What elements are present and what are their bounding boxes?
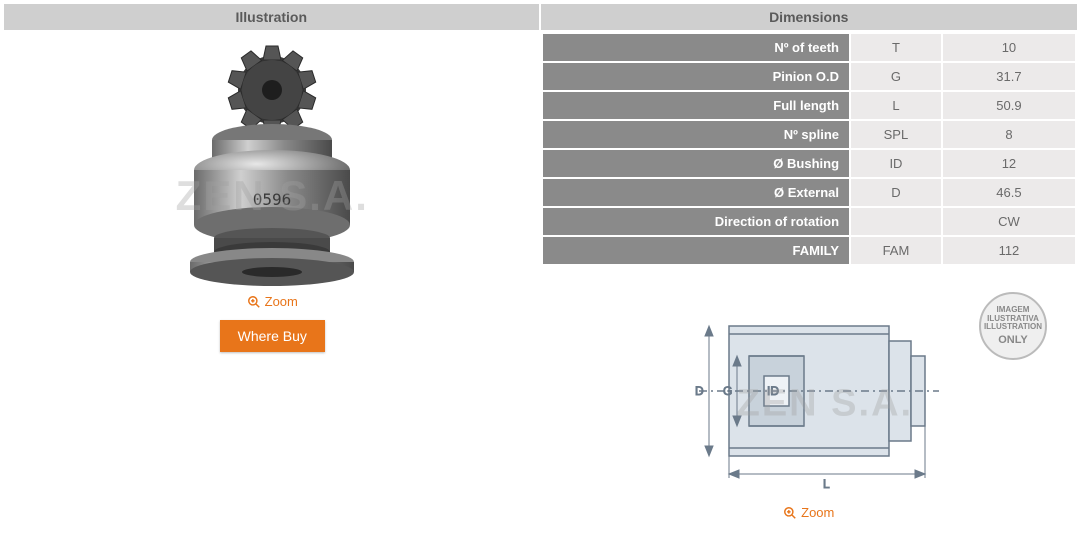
dim-symbol [851,208,941,235]
table-row: Nº of teethT10 [543,34,1076,61]
zoom-label: Zoom [801,505,834,520]
dim-symbol: D [851,179,941,206]
table-row: Full lengthL50.9 [543,92,1076,119]
svg-text:G: G [723,384,732,398]
dim-symbol: L [851,92,941,119]
dim-label: Nº spline [543,121,850,148]
dim-value: CW [943,208,1075,235]
diagram-area: D G ID L ZEN S.A [541,286,1078,523]
dim-label: Pinion O.D [543,63,850,90]
where-buy-button[interactable]: Where Buy [220,320,325,352]
zoom-icon [783,506,797,520]
dim-symbol: G [851,63,941,90]
svg-text:0596: 0596 [253,190,292,209]
svg-text:D: D [695,384,704,398]
dim-symbol: SPL [851,121,941,148]
dim-symbol: ID [851,150,941,177]
dim-label: Ø Bushing [543,150,850,177]
table-row: FAMILYFAM112 [543,237,1076,264]
dim-label: Full length [543,92,850,119]
dim-value: 46.5 [943,179,1075,206]
dim-label: FAMILY [543,237,850,264]
part-illustration: 0596 [172,40,372,290]
illustration-only-stamp: IMAGEM ILUSTRATIVA ILLUSTRATION ONLY [979,292,1047,360]
dim-label: Direction of rotation [543,208,850,235]
zoom-label: Zoom [265,294,298,309]
dimensions-table: Nº of teethT10Pinion O.DG31.7Full length… [541,32,1078,266]
table-row: Ø ExternalD46.5 [543,179,1076,206]
table-row: Ø BushingID12 [543,150,1076,177]
svg-text:L: L [823,477,830,491]
illustration-header: Illustration [4,4,541,30]
dimensions-header: Dimensions [541,4,1078,30]
table-row: Direction of rotation CW [543,208,1076,235]
dim-symbol: FAM [851,237,941,264]
illustration-area: 0596 ZEN S.A. Zoom [4,30,541,352]
table-row: Nº splineSPL8 [543,121,1076,148]
zoom-link-diagram[interactable]: Zoom [783,505,834,520]
technical-diagram: D G ID L [639,286,979,496]
dim-value: 50.9 [943,92,1075,119]
dim-value: 10 [943,34,1075,61]
dim-label: Ø External [543,179,850,206]
dim-symbol: T [851,34,941,61]
zoom-link-illustration[interactable]: Zoom [247,294,298,309]
dim-value: 112 [943,237,1075,264]
dim-value: 12 [943,150,1075,177]
table-row: Pinion O.DG31.7 [543,63,1076,90]
dim-value: 8 [943,121,1075,148]
dim-value: 31.7 [943,63,1075,90]
zoom-icon [247,295,261,309]
svg-text:ID: ID [767,384,779,398]
dim-label: Nº of teeth [543,34,850,61]
